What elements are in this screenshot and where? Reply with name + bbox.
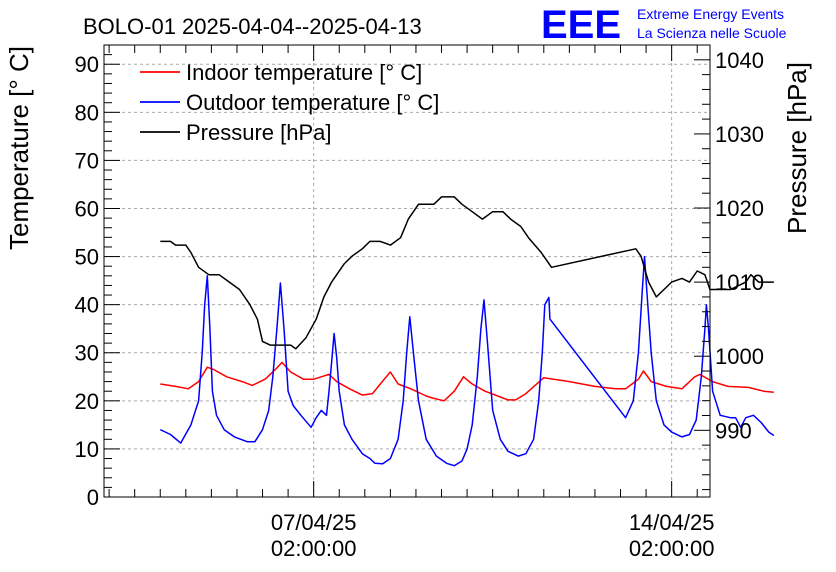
y-left-tick-label: 50: [75, 245, 99, 270]
legend-label-2: Pressure [hPa]: [186, 120, 332, 145]
x-tick-date: 07/04/25: [271, 510, 357, 535]
y-left-tick-label: 10: [75, 437, 99, 462]
logo-line-1: Extreme Energy Events: [637, 6, 784, 22]
y-right-tick-label: 1040: [715, 48, 764, 73]
logo-line-2: La Scienza nelle Scuole: [637, 25, 787, 41]
plot-frame: [103, 44, 711, 498]
legend-label-0: Indoor temperature [° C]: [186, 60, 422, 85]
eee-logo: EEE Extreme Energy Events La Scienza nel…: [541, 3, 787, 47]
series-line-0: [160, 361, 774, 402]
y-right-label: Pressure [hPa]: [782, 62, 812, 234]
y-right-tick-label: 1020: [715, 196, 764, 221]
y-left-label: Temperature [° C]: [4, 46, 34, 250]
y-left-tick-label: 90: [75, 52, 99, 77]
x-tick-date: 14/04/25: [629, 510, 715, 535]
y-left-tick-label: 70: [75, 148, 99, 173]
axes: 0102030405060708090990100010101020103010…: [75, 44, 764, 561]
y-right-tick-label: 1030: [715, 122, 764, 147]
y-left-tick-label: 40: [75, 293, 99, 318]
series-line-1: [159, 255, 775, 467]
series-layer: [159, 196, 775, 467]
x-tick-time: 02:00:00: [629, 536, 715, 561]
series-line-2: [160, 196, 774, 350]
y-left-tick-label: 30: [75, 341, 99, 366]
y-left-tick-label: 80: [75, 100, 99, 125]
y-left-tick-label: 20: [75, 389, 99, 414]
legend: Indoor temperature [° C] Outdoor temperat…: [140, 60, 439, 145]
x-tick-time: 02:00:00: [271, 536, 357, 561]
eee-logo-mark: EEE: [541, 3, 621, 47]
chart-title: BOLO-01 2025-04-04--2025-04-13: [83, 14, 422, 39]
y-left-tick-label: 0: [87, 485, 99, 510]
y-right-tick-label: 1010: [715, 270, 764, 295]
y-right-tick-label: 1000: [715, 344, 764, 369]
y-right-tick-label: 990: [715, 418, 752, 443]
y-left-tick-label: 60: [75, 196, 99, 221]
legend-label-1: Outdoor temperature [° C]: [186, 90, 439, 115]
